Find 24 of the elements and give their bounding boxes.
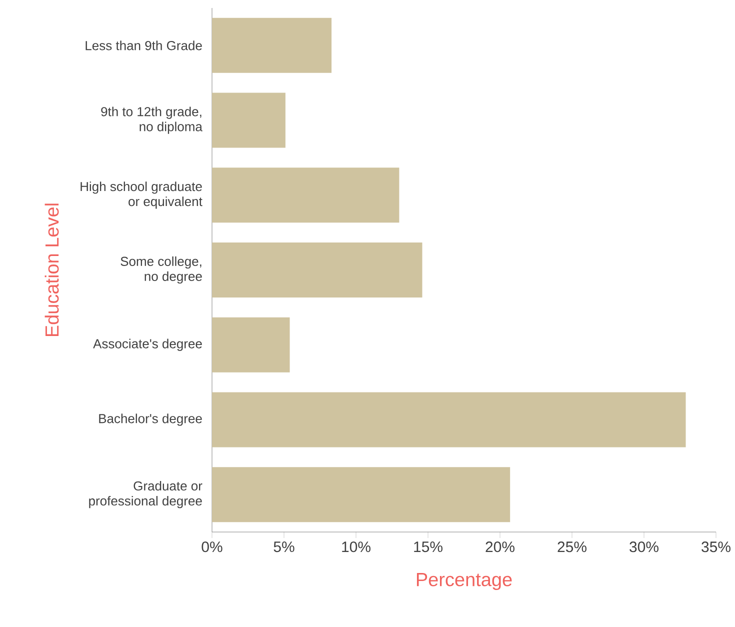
x-tick-label: 35% [702, 542, 730, 552]
x-tick-label: 30% [630, 542, 658, 552]
y-axis-title: Education Level [44, 204, 59, 336]
x-tick-label: 0% [202, 542, 222, 552]
bar [212, 18, 332, 73]
y-tick-label: Bachelor's degree [99, 414, 202, 426]
x-axis-title: Percentage [416, 573, 512, 590]
y-tick-label: High school graduate or equivalent [80, 182, 202, 209]
y-tick-label: Associate's degree [93, 338, 202, 351]
bar [212, 242, 422, 298]
y-tick-label: Graduate or professional degree [89, 481, 202, 508]
y-tick-label: Less than 9th Grade [86, 40, 202, 50]
bar [212, 317, 290, 372]
bar [212, 392, 686, 448]
bar [212, 168, 400, 223]
x-tick-label: 5% [274, 542, 294, 552]
x-tick-label: 25% [558, 542, 586, 552]
x-tick-label: 15% [414, 542, 442, 552]
x-tick-label: 10% [342, 542, 370, 552]
y-tick-label: 9th to 12th grade, no diploma [101, 106, 202, 134]
bar [212, 467, 510, 522]
bar [212, 92, 286, 148]
x-tick-label: 20% [486, 542, 514, 552]
y-tick-label: Some college, no degree [120, 256, 202, 284]
